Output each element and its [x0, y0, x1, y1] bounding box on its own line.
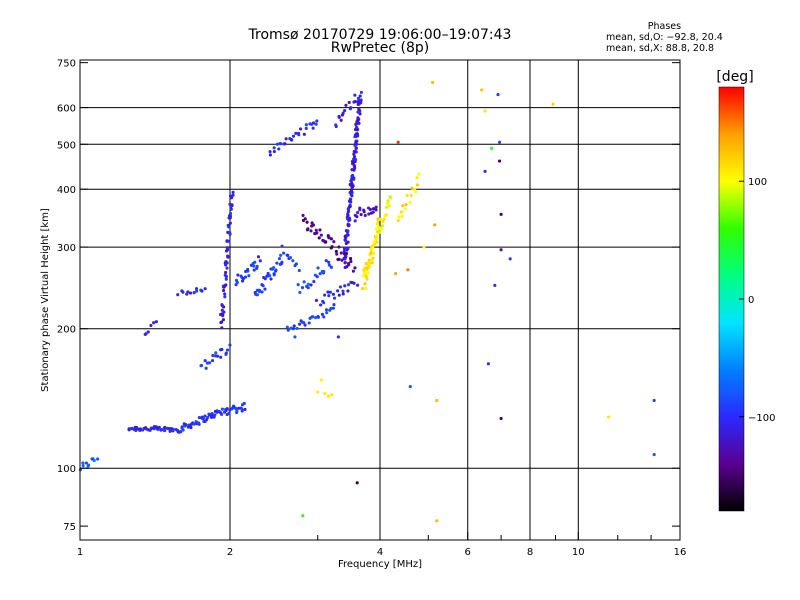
y-tick-label: 500 — [57, 140, 76, 151]
y-tick-label: 400 — [57, 185, 76, 196]
y-tick-label: 75 — [63, 522, 76, 533]
phase-stats-o: mean, sd,O: −92.8, 20.4 — [606, 32, 723, 43]
y-tick-label: 200 — [57, 325, 76, 336]
colorbar-tick-label: 0 — [748, 295, 754, 306]
x-tick-label: 2 — [227, 547, 233, 558]
colorbar-tick-label: 100 — [748, 177, 767, 188]
colorbar-tick-label: −100 — [748, 413, 775, 424]
y-axis-label: Stationary phase Virtual Height [km] — [40, 208, 51, 392]
y-tick-label: 600 — [57, 104, 76, 115]
x-tick-label: 16 — [674, 547, 687, 558]
phase-stats: Phases mean, sd,O: −92.8, 20.4 mean, sd,… — [606, 21, 723, 54]
x-tick-label: 8 — [527, 547, 533, 558]
x-tick-label: 1 — [77, 547, 83, 558]
x-tick-label: 4 — [377, 547, 383, 558]
phase-stats-heading: Phases — [647, 21, 682, 32]
phase-stats-x: mean, sd,X: 88.8, 20.8 — [606, 43, 715, 54]
x-tick-label: 6 — [465, 547, 471, 558]
y-tick-label: 750 — [57, 59, 76, 70]
colorbar-ticks: 100 0 −100 — [739, 177, 775, 424]
data-points — [78, 80, 656, 523]
x-axis-ticks: 1 2 4 6 8 10 16 — [77, 532, 687, 558]
grid-layer — [80, 60, 680, 540]
y-axis-ticks: 75 100 200 300 400 500 600 750 — [57, 59, 680, 533]
colorbar-unit-label: [deg] — [716, 69, 753, 85]
chart-subtitle: RwPretec (8p) — [330, 40, 430, 56]
y-tick-label: 300 — [57, 243, 76, 254]
y-tick-label: 100 — [57, 464, 76, 475]
chart-title: Tromsø 20170729 19:06:00–19:07:43 — [248, 27, 512, 43]
x-tick-label: 10 — [572, 547, 585, 558]
x-axis-label: Frequency [MHz] — [338, 559, 422, 570]
